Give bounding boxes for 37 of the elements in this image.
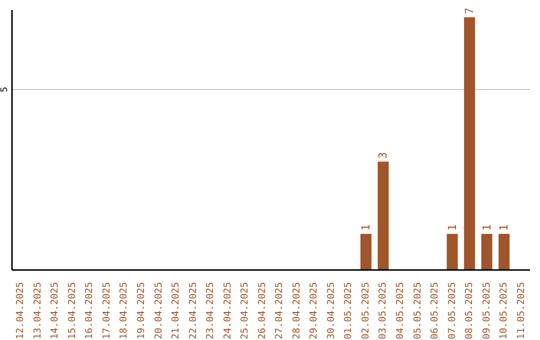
data-label: 1: [480, 224, 494, 231]
data-label: 3: [376, 152, 390, 159]
data-label: 7: [463, 8, 476, 14]
x-tick-label: 06.05.2025: [430, 282, 441, 340]
x-tick-label: 27.04.2025: [274, 282, 286, 340]
x-tick-label: 29.04.2025: [308, 282, 320, 340]
x-tick-label: 21.04.2025: [170, 282, 182, 340]
x-tick-label: 07.05.2025: [446, 282, 458, 340]
y-tick-label: 5: [0, 86, 10, 92]
x-tick-label: 13.04.2025: [32, 282, 44, 340]
x-tick-label: 11.05.2025: [516, 282, 527, 340]
x-tick-label: 25.04.2025: [240, 282, 251, 340]
x-tick-label: 23.04.2025: [205, 282, 216, 340]
x-tick-label: 26.04.2025: [256, 282, 268, 340]
data-label: 1: [498, 224, 511, 231]
x-tick-label: 22.04.2025: [188, 282, 199, 340]
x-tick-label: 04.05.2025: [395, 282, 406, 340]
x-tick-label: 08.05.2025: [464, 282, 476, 340]
x-tick-label: 03.05.2025: [378, 282, 389, 340]
x-tick-label: 02.05.2025: [360, 282, 372, 340]
x-tick-label: 19.04.2025: [136, 282, 147, 340]
x-tick-label: 16.04.2025: [84, 282, 96, 340]
x-tick-label: 01.05.2025: [343, 282, 354, 340]
x-tick-label: 10.05.2025: [498, 282, 510, 340]
x-tick-label: 14.04.2025: [50, 282, 61, 340]
x-tick-label: 12.04.2025: [15, 282, 26, 340]
x-tick-label: 18.04.2025: [118, 282, 130, 340]
data-label: 1: [446, 224, 459, 231]
x-tick-label: 09.05.2025: [481, 282, 492, 340]
x-tick-label: 15.04.2025: [66, 282, 78, 340]
x-tick-label: 05.05.2025: [412, 282, 424, 340]
data-label: 1: [359, 224, 372, 231]
x-tick-label: 17.04.2025: [101, 282, 112, 340]
x-tick-label: 28.04.2025: [291, 282, 302, 340]
x-tick-label: 30.04.2025: [326, 282, 337, 340]
x-tick-label: 20.04.2025: [153, 282, 164, 340]
x-tick-label: 24.04.2025: [222, 282, 234, 340]
